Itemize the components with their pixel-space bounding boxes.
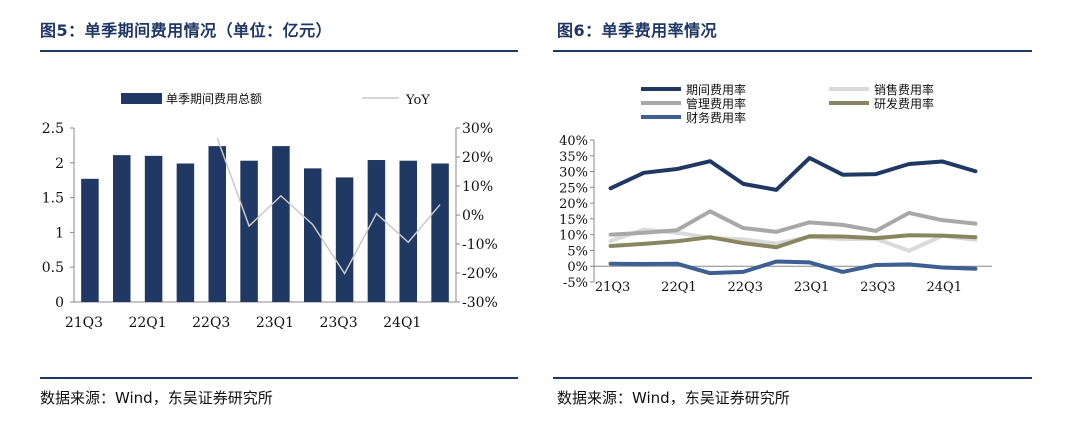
ratio-y-tick-label: 5% — [567, 244, 588, 259]
y2-tick-label: 30% — [462, 121, 493, 137]
x-tick-label: 23Q1 — [256, 315, 294, 331]
left-panel: 图5：单季期间费用情况（单位：亿元） 0 0.5 1 1.5 2 2.5 -30% -20% -… — [40, 21, 518, 407]
y2-tick-label: 10% — [462, 179, 493, 195]
legend-label-bar: 单季期间费用总额 — [166, 92, 262, 106]
expense-bar-22Q2 — [176, 163, 195, 302]
expense-bar-23Q2 — [303, 168, 322, 302]
expense-bar-23Q4 — [367, 160, 386, 302]
ratio-y-tick-label: 0% — [567, 260, 588, 275]
left-bottom-rule — [40, 377, 518, 379]
ratio-y-tick-label: 15% — [559, 213, 588, 228]
x-tick-label: 22Q3 — [192, 315, 230, 331]
ratio-legend-label-2: 管理费用率 — [686, 96, 746, 111]
expense-bar-21Q4 — [112, 155, 131, 302]
y-tick-label: 1.5 — [42, 191, 64, 207]
y2-tick-label: -20% — [462, 266, 498, 282]
left-source-note: 数据来源：Wind，东吴证券研究所 — [40, 389, 273, 407]
ratio-line-2 — [608, 209, 978, 237]
ratio-legend-label-4: 财务费用率 — [686, 110, 746, 125]
right-top-rule — [553, 50, 1032, 52]
x-tick-label: 21Q3 — [65, 315, 103, 331]
ratio-line-3 — [608, 233, 978, 250]
ratio-y-tick-label: -5% — [563, 276, 588, 291]
ratio-y-tick-label: 30% — [559, 166, 588, 181]
x-tick-label: 23Q3 — [319, 315, 357, 331]
ratio-x-tick-label: 22Q3 — [728, 280, 763, 295]
ratio-x-tick-label: 23Q1 — [794, 280, 829, 295]
ratio-x-tick-label: 23Q3 — [860, 280, 895, 295]
right-source-note: 数据来源：Wind，东吴证券研究所 — [557, 389, 790, 407]
yoy-line — [216, 137, 441, 276]
y-tick-label: 0 — [55, 295, 64, 311]
right-figure-title: 图6：单季费用率情况 — [557, 21, 718, 40]
y2-tick-label: 0% — [462, 208, 484, 224]
ratio-y-tick-label: 40% — [559, 134, 588, 149]
ratio-y-tick-label: 10% — [559, 229, 588, 244]
expense-bar-22Q3 — [208, 146, 227, 302]
ratio-legend-label-0: 期间费用率 — [686, 82, 746, 97]
y-tick-label: 2.5 — [42, 121, 64, 137]
ratio-y-tick-label: 25% — [559, 181, 588, 196]
right-bottom-rule — [553, 377, 1032, 379]
ratio-line-0 — [608, 155, 978, 192]
expense-bar-chart: 0 0.5 1 1.5 2 2.5 -30% -20% -10% 0% 10% 20% 30% 21Q3 2… — [42, 92, 498, 331]
ratio-legend-label-3: 研发费用率 — [874, 96, 934, 111]
ratio-x-tick-label: 22Q1 — [661, 280, 696, 295]
expense-bar-22Q1 — [144, 155, 163, 302]
y2-tick-label: 20% — [462, 150, 493, 166]
expense-bar-24Q2 — [431, 163, 449, 302]
y2-tick-label: -10% — [462, 237, 498, 253]
expense-bar-22Q4 — [240, 160, 258, 302]
y-tick-label: 1 — [55, 225, 64, 241]
ratio-y-tick-label: 35% — [559, 150, 588, 165]
ratio-x-tick-label: 24Q1 — [927, 280, 962, 295]
x-tick-label: 24Q1 — [383, 315, 421, 331]
x-tick-label: 22Q1 — [128, 315, 166, 331]
legend-swatch-bar — [121, 93, 162, 104]
expense-bar-24Q1 — [399, 160, 418, 302]
left-figure-title: 图5：单季期间费用情况（单位：亿元） — [40, 21, 333, 40]
expense-bar-21Q3 — [81, 178, 99, 302]
expense-ratio-line-chart: -5%0%5%10%15%20%25%30%35%40% 21Q3 22Q1 22Q3… — [559, 82, 992, 295]
ratio-x-tick-label: 21Q3 — [595, 280, 630, 295]
ratio-y-tick-label: 20% — [559, 197, 588, 212]
left-top-rule — [40, 50, 518, 52]
ratio-legend-label-1: 销售费用率 — [874, 82, 934, 97]
y2-tick-label: -30% — [462, 295, 498, 311]
expense-bar-23Q3 — [335, 177, 354, 302]
ratio-line-4 — [608, 259, 978, 276]
y-tick-label: 2 — [55, 156, 64, 172]
legend-label-yoy: YoY — [405, 93, 430, 108]
expense-bar-23Q1 — [272, 146, 290, 302]
y-tick-label: 0.5 — [42, 260, 64, 276]
right-panel: 图6：单季费用率情况 -5% 0% 5% 10% 15% 20% 25% 30% 35% 40% 2… — [540, 0, 1080, 433]
